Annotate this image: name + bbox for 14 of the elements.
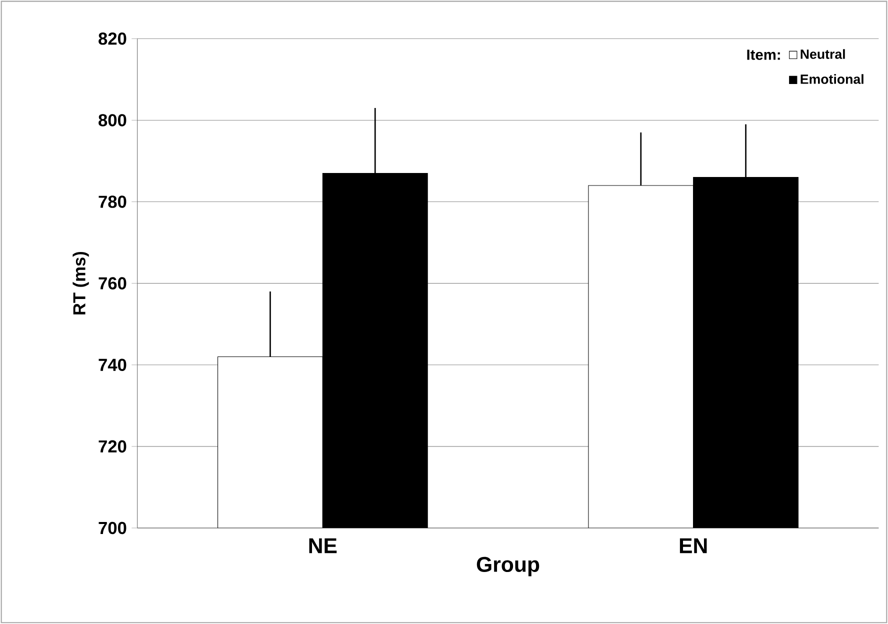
y-tick-label: 780: [98, 196, 126, 208]
y-axis-title: RT (ms): [72, 252, 89, 314]
y-tick-label: 720: [98, 440, 126, 453]
y-tick-label: 760: [98, 277, 126, 290]
y-tick-label: 820: [98, 32, 126, 45]
legend-label: Neutral: [800, 49, 845, 59]
y-tick-label: 800: [98, 114, 126, 126]
x-tick-label: NE: [309, 538, 337, 554]
legend-label: Emotional: [800, 74, 864, 84]
x-tick-label: EN: [680, 538, 707, 554]
y-tick-label: 740: [98, 358, 126, 372]
x-axis-title: Group: [476, 556, 540, 576]
y-tick-label: 700: [98, 522, 126, 534]
legend-title: Item:: [747, 50, 780, 60]
